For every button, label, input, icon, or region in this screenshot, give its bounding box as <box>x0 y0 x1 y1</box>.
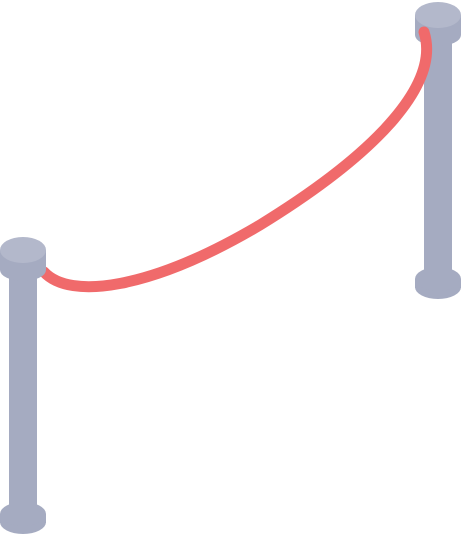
right-post-icon <box>415 2 461 299</box>
velvet-rope-icon <box>38 26 433 293</box>
left-post-icon <box>0 237 46 534</box>
